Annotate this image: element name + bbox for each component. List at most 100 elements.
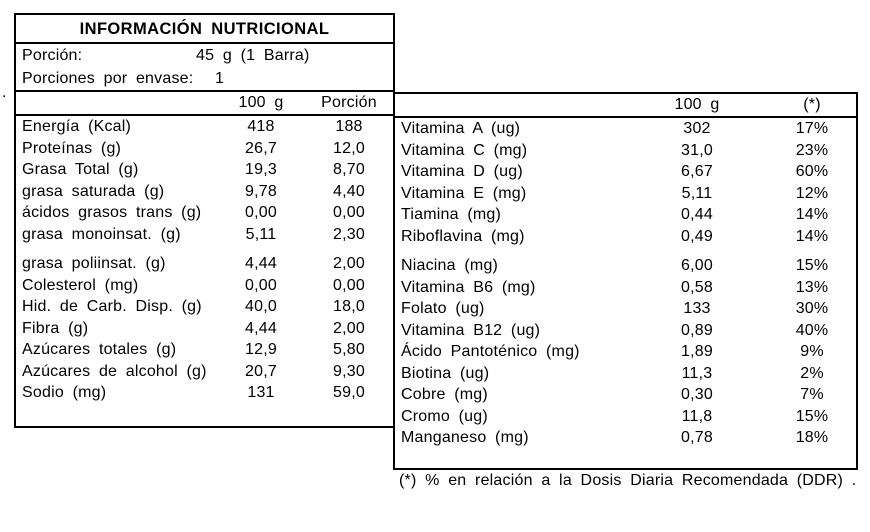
- header-100g: 100 g: [238, 94, 284, 111]
- header-ddr-percent: (*): [803, 96, 821, 113]
- row-label: Proteínas (g): [22, 139, 122, 157]
- table-row: grasa monoinsat. (g) 5,11 2,30: [16, 224, 393, 246]
- row-value-per-100g: 4,44: [245, 319, 277, 337]
- table-row: Azúcares totales (g) 12,9 5,80: [16, 339, 393, 361]
- row-value-per-100g: 0,00: [245, 204, 277, 221]
- row-value-per-100g: 4,44: [245, 255, 277, 272]
- row-value-second-column: 40%: [795, 321, 829, 339]
- table-row: Sodio (mg) 131 59,0: [16, 382, 393, 404]
- row-value-per-100g: 0,58: [681, 278, 713, 296]
- row-value-per-100g: 131: [247, 384, 275, 401]
- row-label: Fibra (g): [22, 319, 89, 337]
- servings-per-container-value: 1: [215, 70, 225, 87]
- nutrients-column-header-row: 100 g Porción: [16, 92, 393, 116]
- row-value-second-column: 12%: [795, 184, 829, 202]
- table-row: Vitamina E (mg) 5,11 12%: [395, 183, 856, 205]
- table-row: Cromo (ug) 11,8 15%: [395, 406, 856, 428]
- vitamins-column-header-row: 100 g (*): [395, 94, 856, 118]
- row-value-second-column: 60%: [795, 163, 829, 180]
- nutrients-rows: Energía (Kcal) 418 188 Proteínas (g) 26,7 12,…: [16, 116, 393, 404]
- table-row: Vitamina B12 (ug) 0,89 40%: [395, 320, 856, 342]
- row-value-per-100g: 19,3: [245, 161, 277, 178]
- row-value-second-column: 18,0: [333, 298, 365, 315]
- table-row: Hid. de Carb. Disp. (g) 40,0 18,0: [16, 296, 393, 318]
- row-value-second-column: 15%: [795, 407, 829, 425]
- row-label: grasa saturada (g): [22, 182, 165, 200]
- row-label: Tiamina (mg): [401, 206, 502, 223]
- row-label: Vitamina B6 (mg): [401, 278, 536, 296]
- row-value-per-100g: 0,49: [681, 227, 713, 245]
- row-label: Ácido Pantoténico (mg): [401, 343, 580, 360]
- row-value-second-column: 12,0: [333, 139, 365, 157]
- row-value-per-100g: 31,0: [681, 141, 713, 159]
- row-label: grasa poliinsat. (g): [22, 255, 166, 272]
- row-value-second-column: 30%: [795, 300, 829, 317]
- row-value-per-100g: 20,7: [245, 362, 277, 380]
- row-value-second-column: 5,80: [333, 341, 365, 358]
- row-label: Grasa Total (g): [22, 161, 139, 178]
- row-label: Vitamina A (ug): [401, 120, 521, 137]
- row-value-second-column: 188: [335, 118, 363, 135]
- servings-per-container-label: Porciones por envase:: [22, 70, 194, 87]
- row-label: Vitamina E (mg): [401, 184, 527, 202]
- row-value-per-100g: 0,44: [681, 206, 713, 223]
- row-value-per-100g: 0,89: [681, 321, 713, 339]
- row-value-second-column: 9,30: [333, 362, 365, 380]
- row-label: Biotina (ug): [401, 364, 490, 382]
- stray-period-mark: .: [2, 84, 7, 101]
- row-value-second-column: 2,00: [333, 255, 365, 272]
- vitamins-rows: Vitamina A (ug) 302 17% Vitamina C (mg) 31,0…: [395, 118, 856, 449]
- table-row: ácidos grasos trans (g) 0,00 0,00: [16, 202, 393, 224]
- row-value-second-column: 23%: [795, 141, 829, 159]
- table-row: Fibra (g) 4,44 2,00: [16, 318, 393, 340]
- ddr-footnote: (*) % en relación a la Dosis Diaria Reco…: [399, 472, 857, 489]
- row-label: Niacina (mg): [401, 257, 499, 274]
- table-row: Vitamina C (mg) 31,0 23%: [395, 140, 856, 162]
- table-row: Folato (ug) 133 30%: [395, 298, 856, 320]
- row-value-second-column: 14%: [795, 206, 829, 223]
- row-value-second-column: 8,70: [333, 161, 365, 178]
- row-value-second-column: 7%: [800, 386, 824, 403]
- table-row: grasa poliinsat. (g) 4,44 2,00: [16, 253, 393, 275]
- row-label: Folato (ug): [401, 300, 485, 317]
- table-row: Energía (Kcal) 418 188: [16, 116, 393, 138]
- servings-per-container-row: Porciones por envase: 1: [16, 67, 393, 90]
- row-value-second-column: 17%: [795, 120, 829, 137]
- row-value-second-column: 2%: [800, 364, 824, 382]
- row-value-second-column: 0,00: [333, 204, 365, 221]
- row-label: Manganeso (mg): [401, 429, 529, 446]
- row-label: Colesterol (mg): [22, 276, 139, 294]
- row-value-per-100g: 12,9: [245, 341, 277, 358]
- vitamins-minerals-table: 100 g (*) Vitamina A (ug) 302 17% Vitamina …: [393, 92, 858, 470]
- serving-info-section: Porción: 45 g (1 Barra) Porciones por en…: [16, 44, 393, 92]
- table-row: Niacina (mg) 6,00 15%: [395, 255, 856, 277]
- table-row: Biotina (ug) 11,3 2%: [395, 363, 856, 385]
- row-label: Sodio (mg): [22, 384, 107, 401]
- row-label: ácidos grasos trans (g): [22, 204, 202, 221]
- row-value-per-100g: 40,0: [245, 298, 277, 315]
- row-value-per-100g: 0,30: [681, 386, 713, 403]
- row-value-per-100g: 0,00: [245, 276, 277, 294]
- row-value-per-100g: 302: [683, 120, 711, 137]
- row-label: Energía (Kcal): [22, 118, 132, 135]
- row-value-second-column: 9%: [800, 343, 824, 360]
- table-row: Proteínas (g) 26,7 12,0: [16, 138, 393, 160]
- table-row: Grasa Total (g) 19,3 8,70: [16, 159, 393, 181]
- row-value-per-100g: 5,11: [245, 225, 277, 243]
- row-value-per-100g: 6,00: [681, 257, 713, 274]
- header-porcion: Porción: [321, 94, 377, 111]
- table-row: Cobre (mg) 0,30 7%: [395, 384, 856, 406]
- row-value-per-100g: 11,3: [681, 364, 713, 382]
- row-value-per-100g: 1,89: [681, 343, 713, 360]
- row-value-per-100g: 133: [683, 300, 711, 317]
- row-label: Cobre (mg): [401, 386, 488, 403]
- row-value-per-100g: 5,11: [681, 184, 713, 202]
- row-label: Hid. de Carb. Disp. (g): [22, 298, 202, 315]
- table-row: Tiamina (mg) 0,44 14%: [395, 204, 856, 226]
- row-value-second-column: 18%: [795, 429, 829, 446]
- row-value-second-column: 14%: [795, 227, 829, 245]
- row-value-second-column: 15%: [795, 257, 829, 274]
- table-row: Vitamina B6 (mg) 0,58 13%: [395, 277, 856, 299]
- row-value-second-column: 2,00: [333, 319, 365, 337]
- row-value-second-column: 59,0: [333, 384, 365, 401]
